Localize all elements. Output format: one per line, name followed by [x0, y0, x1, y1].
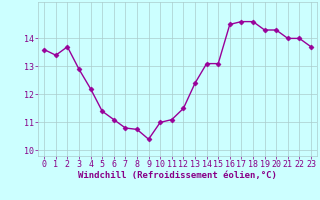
X-axis label: Windchill (Refroidissement éolien,°C): Windchill (Refroidissement éolien,°C): [78, 171, 277, 180]
